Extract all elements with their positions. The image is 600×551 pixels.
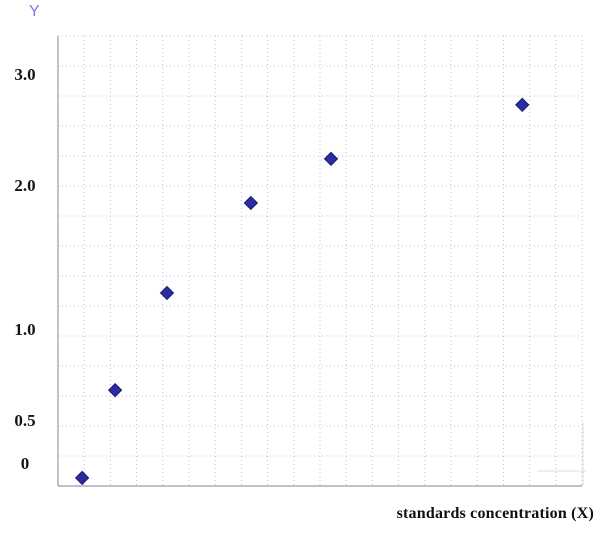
data-point-diamond	[323, 151, 339, 167]
data-point-diamond	[515, 97, 530, 113]
y-tick-label: 1.0	[14, 319, 36, 339]
data-point-diamond	[107, 382, 123, 398]
data-point-diamond	[243, 195, 259, 211]
x-axis-title: standards concentration (X)	[396, 505, 594, 522]
y-tick-label: 3.0	[14, 65, 36, 85]
y-tick-label: 0	[20, 453, 30, 473]
y-axis-title: Y	[29, 3, 40, 20]
y-tick-label: 2.0	[14, 175, 36, 195]
y-tick-label: 0.5	[14, 411, 36, 431]
data-point-diamond	[159, 285, 175, 301]
data-point-diamond	[74, 470, 90, 486]
